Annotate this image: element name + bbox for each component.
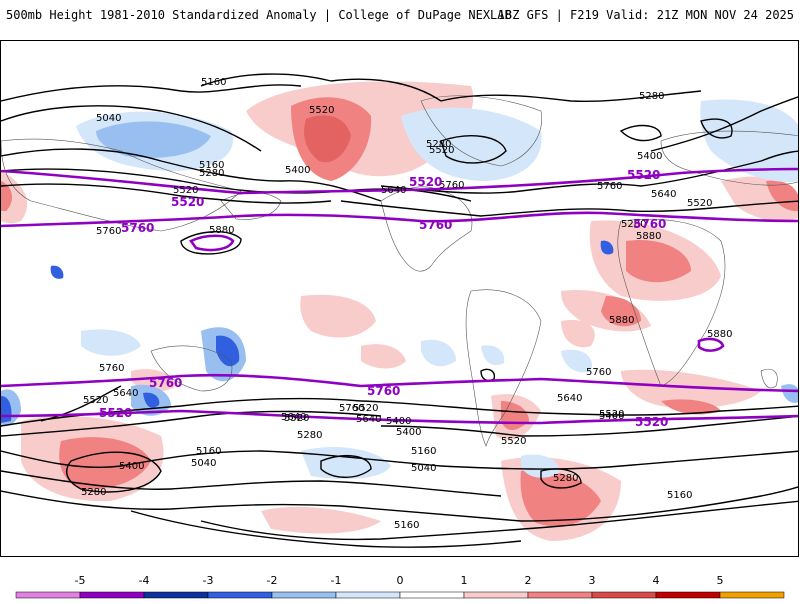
contour-label: 5280 xyxy=(297,430,322,441)
model-run-info: 18Z GFS | F219 Valid: 21Z MON NOV 24 202… xyxy=(497,8,794,22)
colorbar-swatch xyxy=(143,591,209,599)
colorbar-swatch xyxy=(527,591,593,599)
colorbar-swatch xyxy=(207,591,273,599)
highlight-label: 5760 xyxy=(419,218,452,232)
contour-label: 5640 xyxy=(356,414,381,425)
map-panel[interactable]: 5160 5520 5040 5280 5400 5280 5160 5640 … xyxy=(0,40,799,557)
contour-label: 5880 xyxy=(707,329,732,340)
highlight-label: 5520 xyxy=(409,175,442,189)
contour-label: 5640 xyxy=(557,393,582,404)
contour-label: 5520 xyxy=(429,145,454,156)
contour-label: 5760 xyxy=(99,363,124,374)
contour-label: 5280 xyxy=(553,473,578,484)
colorbar-tick-label: 5 xyxy=(717,574,724,587)
colorbar-tick-label: 3 xyxy=(589,574,596,587)
contour-label: 5880 xyxy=(209,225,234,236)
contour-label: 5160 xyxy=(667,490,692,501)
highlight-label: 5520 xyxy=(99,406,132,420)
contour-label: 5400 xyxy=(599,411,624,422)
contour-label: 5280 xyxy=(426,139,451,150)
contour-label: 5040 xyxy=(191,458,216,469)
highlight-label: 5520 xyxy=(171,195,204,209)
contour-label: 5520 xyxy=(83,395,108,406)
highlight-label: 5760 xyxy=(633,217,666,231)
colorbar-svg: -5 -4 -3 -2 -1 0 1 2 3 4 5 xyxy=(15,574,785,599)
contour-label: 5760 xyxy=(597,181,622,192)
colorbar-tick-label: 0 xyxy=(397,574,404,587)
colorbar-tick-label: -1 xyxy=(331,574,342,587)
contour-label: 5520 xyxy=(173,185,198,196)
contour-label: 5520 xyxy=(309,105,334,116)
colorbar-swatch xyxy=(15,591,81,599)
contour-label: 5520 xyxy=(687,198,712,209)
contour-label: 5400 xyxy=(637,151,662,162)
contour-label: 5640 xyxy=(381,185,406,196)
contour-label: 5040 xyxy=(96,113,121,124)
contour-label: 5520 xyxy=(501,436,526,447)
header-bar: 500mb Height 1981-2010 Standardized Anom… xyxy=(0,0,800,40)
highlight-label: 5520 xyxy=(627,168,660,182)
negative-anomaly-shading xyxy=(1,99,798,479)
contour-label: 5760 xyxy=(586,367,611,378)
map-canvas: 5160 5520 5040 5280 5400 5280 5160 5640 … xyxy=(1,73,798,548)
contour-label: 5760 xyxy=(96,226,121,237)
contour-label: 5280 xyxy=(81,487,106,498)
colorbar-swatch xyxy=(399,591,465,599)
contour-label: 5280 xyxy=(621,219,646,230)
contour-label: 5760 xyxy=(339,403,364,414)
contour-label: 5040 xyxy=(411,463,436,474)
contour-label: 5760 xyxy=(439,180,464,191)
colorbar-tick-label: -2 xyxy=(267,574,278,587)
map-title: 500mb Height 1981-2010 Standardized Anom… xyxy=(6,8,512,22)
contour-label: 5280 xyxy=(199,168,224,179)
contour-label: 5280 xyxy=(639,91,664,102)
highlight-label: 5760 xyxy=(149,376,182,390)
contour-labels: 5160 5520 5040 5280 5400 5280 5160 5640 … xyxy=(81,77,732,531)
contour-label: 5880 xyxy=(609,315,634,326)
colorbar-tick-label: -4 xyxy=(139,574,150,587)
contour-label: 5520 xyxy=(599,409,624,420)
colorbar-swatch xyxy=(79,591,145,599)
contour-label: 5640 xyxy=(113,388,138,399)
contour-label: 5160 xyxy=(411,446,436,457)
height-contours xyxy=(1,73,798,548)
highlight-contours xyxy=(1,167,798,425)
colorbar-tick-label: 2 xyxy=(525,574,532,587)
contour-label: 5400 xyxy=(386,416,411,427)
colorbar-tick-label: -5 xyxy=(75,574,86,587)
contour-label: 5160 xyxy=(196,446,221,457)
contour-label: 5400 xyxy=(396,427,421,438)
coastlines xyxy=(1,95,798,447)
contour-label: 5160 xyxy=(201,77,226,88)
colorbar-swatch xyxy=(591,591,657,599)
contour-label: 5400 xyxy=(119,461,144,472)
colorbar-swatch xyxy=(719,591,785,599)
highlight-label: 5760 xyxy=(367,384,400,398)
colorbar-tick-label: -3 xyxy=(203,574,214,587)
colorbar-tick-label: 1 xyxy=(461,574,468,587)
highlight-contour-labels: 5520 5760 5520 5760 5760 5520 5760 5520 … xyxy=(99,168,668,429)
colorbar-swatch xyxy=(463,591,529,599)
positive-anomaly-shading xyxy=(1,81,798,541)
colorbar-swatch xyxy=(271,591,337,599)
colorbar-tick-label: 4 xyxy=(653,574,660,587)
contour-label: 5880 xyxy=(636,231,661,242)
colorbar-swatch xyxy=(655,591,721,599)
contour-label: 5640 xyxy=(651,189,676,200)
colorbar-swatch xyxy=(335,591,401,599)
contour-label: 5520 xyxy=(284,413,309,424)
highlight-label: 5760 xyxy=(121,221,154,235)
contour-label: 5640 xyxy=(281,412,306,423)
contour-label: 5160 xyxy=(394,520,419,531)
contour-label: 5400 xyxy=(285,165,310,176)
colorbar: -5 -4 -3 -2 -1 0 1 2 3 4 5 xyxy=(0,570,800,600)
contour-label: 5520 xyxy=(353,403,378,414)
contour-label: 5160 xyxy=(199,160,224,171)
highlight-label: 5520 xyxy=(635,415,668,429)
